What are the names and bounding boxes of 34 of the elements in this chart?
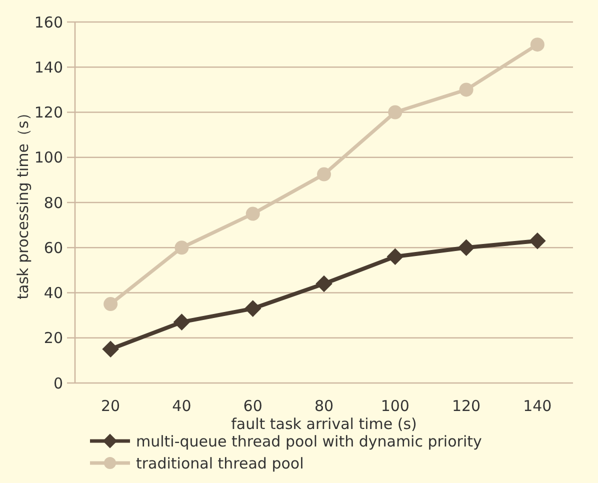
y-axis-title: task processing time（s） bbox=[14, 106, 32, 300]
legend-label: traditional thread pool bbox=[136, 454, 304, 472]
y-tick-label: 120 bbox=[34, 104, 63, 122]
point bbox=[104, 297, 118, 312]
y-tick-label: 140 bbox=[34, 58, 63, 76]
point bbox=[459, 82, 474, 97]
point bbox=[102, 340, 119, 358]
point bbox=[316, 275, 332, 292]
x-tick-label: 60 bbox=[243, 397, 262, 415]
x-axis-title: fault task arrival time (s) bbox=[231, 415, 417, 433]
point bbox=[386, 248, 404, 266]
x-tick-label: 20 bbox=[101, 397, 120, 415]
point bbox=[529, 232, 546, 250]
point bbox=[173, 314, 190, 330]
y-tick-label: 20 bbox=[44, 329, 63, 348]
x-tick-label: 100 bbox=[380, 397, 410, 415]
point bbox=[246, 206, 260, 221]
y-tick-label: 40 bbox=[44, 284, 63, 302]
x-tick-label: 80 bbox=[314, 397, 334, 415]
y-tick-label: 100 bbox=[34, 148, 63, 167]
x-tick-label: 140 bbox=[523, 397, 552, 415]
legend-label: multi-queue thread pool with dynamic priority bbox=[136, 432, 482, 450]
point bbox=[244, 300, 262, 317]
point bbox=[458, 239, 475, 256]
x-tick-label: 40 bbox=[172, 397, 192, 415]
point bbox=[317, 167, 331, 182]
y-tick-label: 60 bbox=[44, 238, 63, 257]
point bbox=[388, 105, 402, 120]
x-tick-label: 120 bbox=[452, 397, 481, 415]
point bbox=[174, 240, 189, 255]
y-tick-label: 80 bbox=[44, 194, 63, 212]
y-tick-label: 0 bbox=[53, 374, 63, 392]
y-tick-label: 160 bbox=[34, 13, 63, 32]
point bbox=[530, 38, 544, 52]
